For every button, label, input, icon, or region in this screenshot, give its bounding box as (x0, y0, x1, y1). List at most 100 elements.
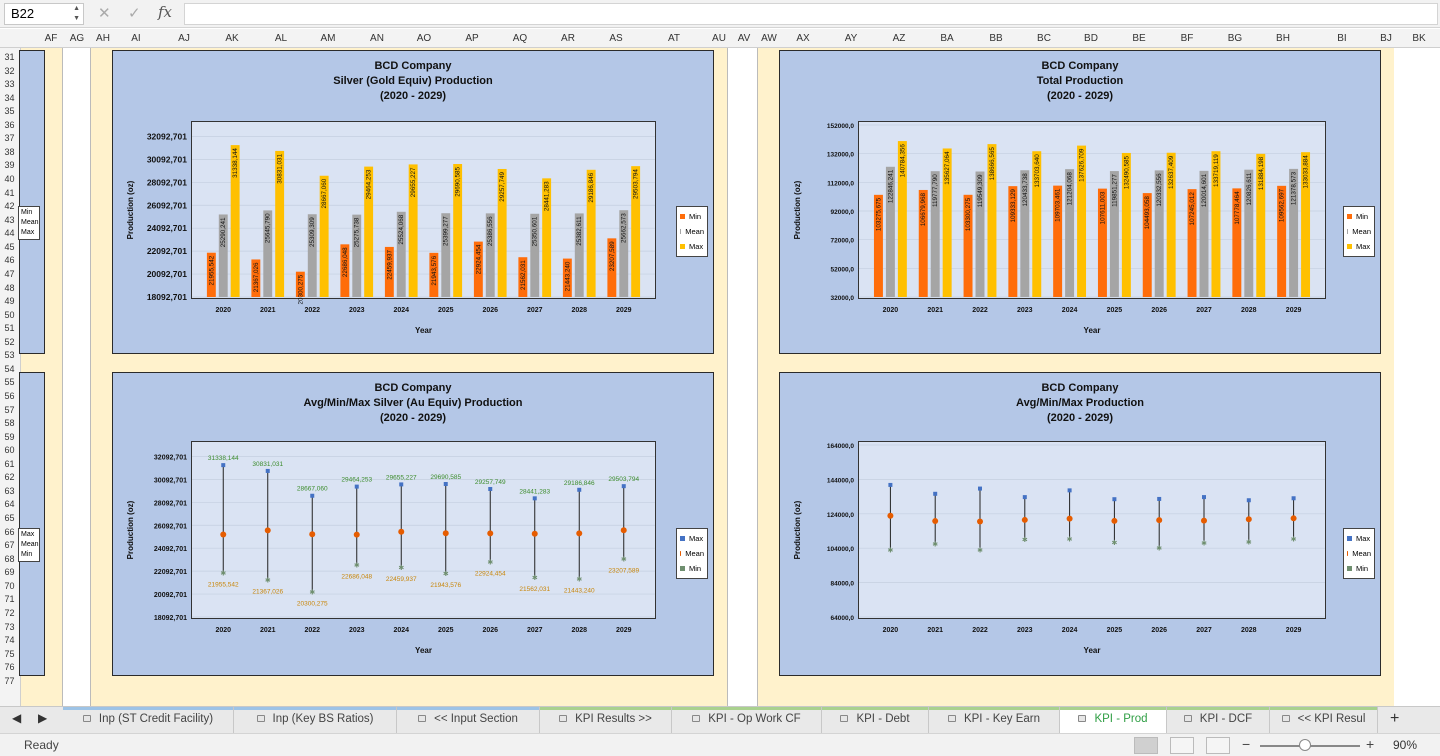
row-label[interactable]: 75 (4, 648, 15, 659)
max-marker[interactable] (621, 484, 626, 489)
mean-marker[interactable] (977, 518, 983, 525)
partial-chart-left-top[interactable]: Min Mean Max (18, 50, 45, 354)
row-label[interactable]: 35 (4, 106, 15, 117)
row-label[interactable]: 55 (4, 377, 15, 388)
mean-marker[interactable] (887, 512, 894, 519)
max-marker[interactable] (443, 482, 448, 487)
max-marker[interactable] (310, 493, 315, 498)
bar[interactable] (230, 145, 240, 297)
row-label[interactable]: 71 (4, 594, 15, 605)
chart-total-production[interactable]: BCD Company Total Production (2020 - 2029)… (779, 50, 1381, 354)
bar[interactable] (319, 175, 329, 297)
row-label[interactable]: 68 (4, 553, 15, 564)
bar[interactable] (885, 166, 895, 297)
max-marker[interactable] (1291, 496, 1296, 501)
bar[interactable] (1032, 151, 1042, 297)
bar[interactable] (1277, 185, 1287, 297)
row-label[interactable]: 49 (4, 296, 15, 307)
bar[interactable] (364, 166, 374, 297)
column-label[interactable]: BH (1276, 33, 1290, 44)
min-marker[interactable]: ✱ (443, 570, 449, 578)
max-marker[interactable] (577, 487, 582, 492)
bar[interactable] (497, 168, 507, 297)
max-marker[interactable] (978, 486, 982, 491)
max-marker[interactable] (399, 482, 404, 487)
min-marker[interactable]: ✱ (1246, 539, 1252, 547)
max-marker[interactable] (265, 468, 270, 473)
row-label[interactable]: 48 (4, 282, 15, 293)
sheet-tab[interactable]: << KPI Resul (1270, 707, 1378, 733)
mean-marker[interactable] (531, 530, 538, 537)
column-label[interactable]: BF (1180, 33, 1194, 44)
row-label[interactable]: 72 (4, 607, 15, 618)
column-label[interactable]: BG (1227, 33, 1243, 44)
bar[interactable] (619, 210, 629, 297)
row-label[interactable]: 57 (4, 404, 15, 415)
name-box-dropdown-icon[interactable]: ▲ ▼ (73, 5, 80, 22)
bar[interactable] (574, 213, 584, 297)
worksheet-grid[interactable]: Min Mean Max Max Mean Min BCD Company Sil… (18, 48, 1440, 706)
partial-chart-left-bottom[interactable]: Max Mean Min (18, 372, 45, 676)
column-label[interactable]: AG (69, 33, 85, 44)
row-label[interactable]: 42 (4, 201, 15, 212)
bar[interactable] (1097, 188, 1107, 297)
column-label[interactable]: AW (761, 33, 777, 44)
bar[interactable] (1142, 193, 1152, 297)
mean-marker[interactable] (220, 531, 227, 538)
bar[interactable] (1301, 152, 1311, 297)
bar[interactable] (275, 150, 285, 297)
bar[interactable] (453, 164, 463, 297)
row-label[interactable]: 45 (4, 241, 15, 252)
bar[interactable] (263, 210, 273, 297)
mean-marker[interactable] (1290, 515, 1297, 522)
column-label[interactable]: AH (96, 33, 110, 44)
min-marker[interactable]: ✱ (621, 555, 627, 563)
max-marker[interactable] (354, 484, 359, 489)
row-label[interactable]: 67 (4, 540, 15, 551)
column-label[interactable]: AS (609, 33, 623, 44)
prev-sheet-icon[interactable]: ◀ (12, 711, 22, 725)
min-marker[interactable]: ✱ (487, 559, 493, 567)
mean-marker[interactable] (1111, 517, 1118, 524)
bar[interactable] (918, 189, 928, 297)
min-marker[interactable]: ✱ (977, 546, 983, 554)
bar[interactable] (930, 171, 940, 297)
row-label[interactable]: 44 (4, 228, 15, 239)
row-label[interactable]: 41 (4, 187, 15, 198)
column-label[interactable]: AQ (512, 33, 528, 44)
min-marker[interactable]: ✱ (1201, 540, 1207, 548)
mean-marker[interactable] (487, 530, 494, 537)
bar[interactable] (206, 252, 216, 297)
sheet-tab[interactable]: KPI - DCF (1167, 707, 1270, 733)
column-label[interactable]: AI (131, 33, 141, 44)
bar[interactable] (429, 252, 439, 297)
row-label[interactable]: 76 (4, 662, 15, 673)
row-label[interactable]: 46 (4, 255, 15, 266)
row-label[interactable]: 77 (4, 675, 15, 686)
bar[interactable] (562, 258, 572, 297)
chart-avg-min-max-total[interactable]: BCD Company Avg/Min/Max Production (2020 -… (779, 372, 1381, 676)
column-label[interactable]: BJ (1380, 33, 1392, 44)
row-label[interactable]: 62 (4, 472, 15, 483)
cancel-icon[interactable]: ✕ (98, 5, 111, 22)
min-marker[interactable]: ✱ (309, 589, 315, 597)
bar[interactable] (1077, 145, 1087, 297)
row-label[interactable]: 58 (4, 418, 15, 429)
chart-silver-production[interactable]: BCD Company Silver (Gold Equiv) Productio… (112, 50, 714, 354)
bar[interactable] (1187, 189, 1197, 297)
sheet-tab[interactable]: KPI Results >> (540, 707, 672, 733)
min-marker[interactable]: ✱ (220, 570, 226, 578)
bar[interactable] (396, 211, 406, 297)
name-box[interactable]: B22 ▲ ▼ (4, 3, 84, 25)
bar[interactable] (1020, 170, 1030, 297)
column-label[interactable]: BI (1337, 33, 1347, 44)
max-marker[interactable] (933, 491, 938, 496)
column-label[interactable]: AO (416, 33, 432, 44)
row-label[interactable]: 66 (4, 526, 15, 537)
column-label[interactable]: BD (1084, 33, 1098, 44)
row-label[interactable]: 59 (4, 431, 15, 442)
sheet-tab[interactable]: KPI - Key Earn (929, 707, 1060, 733)
bar[interactable] (1211, 151, 1221, 297)
page-layout-view-button[interactable] (1170, 737, 1194, 754)
mean-marker[interactable] (576, 530, 583, 537)
